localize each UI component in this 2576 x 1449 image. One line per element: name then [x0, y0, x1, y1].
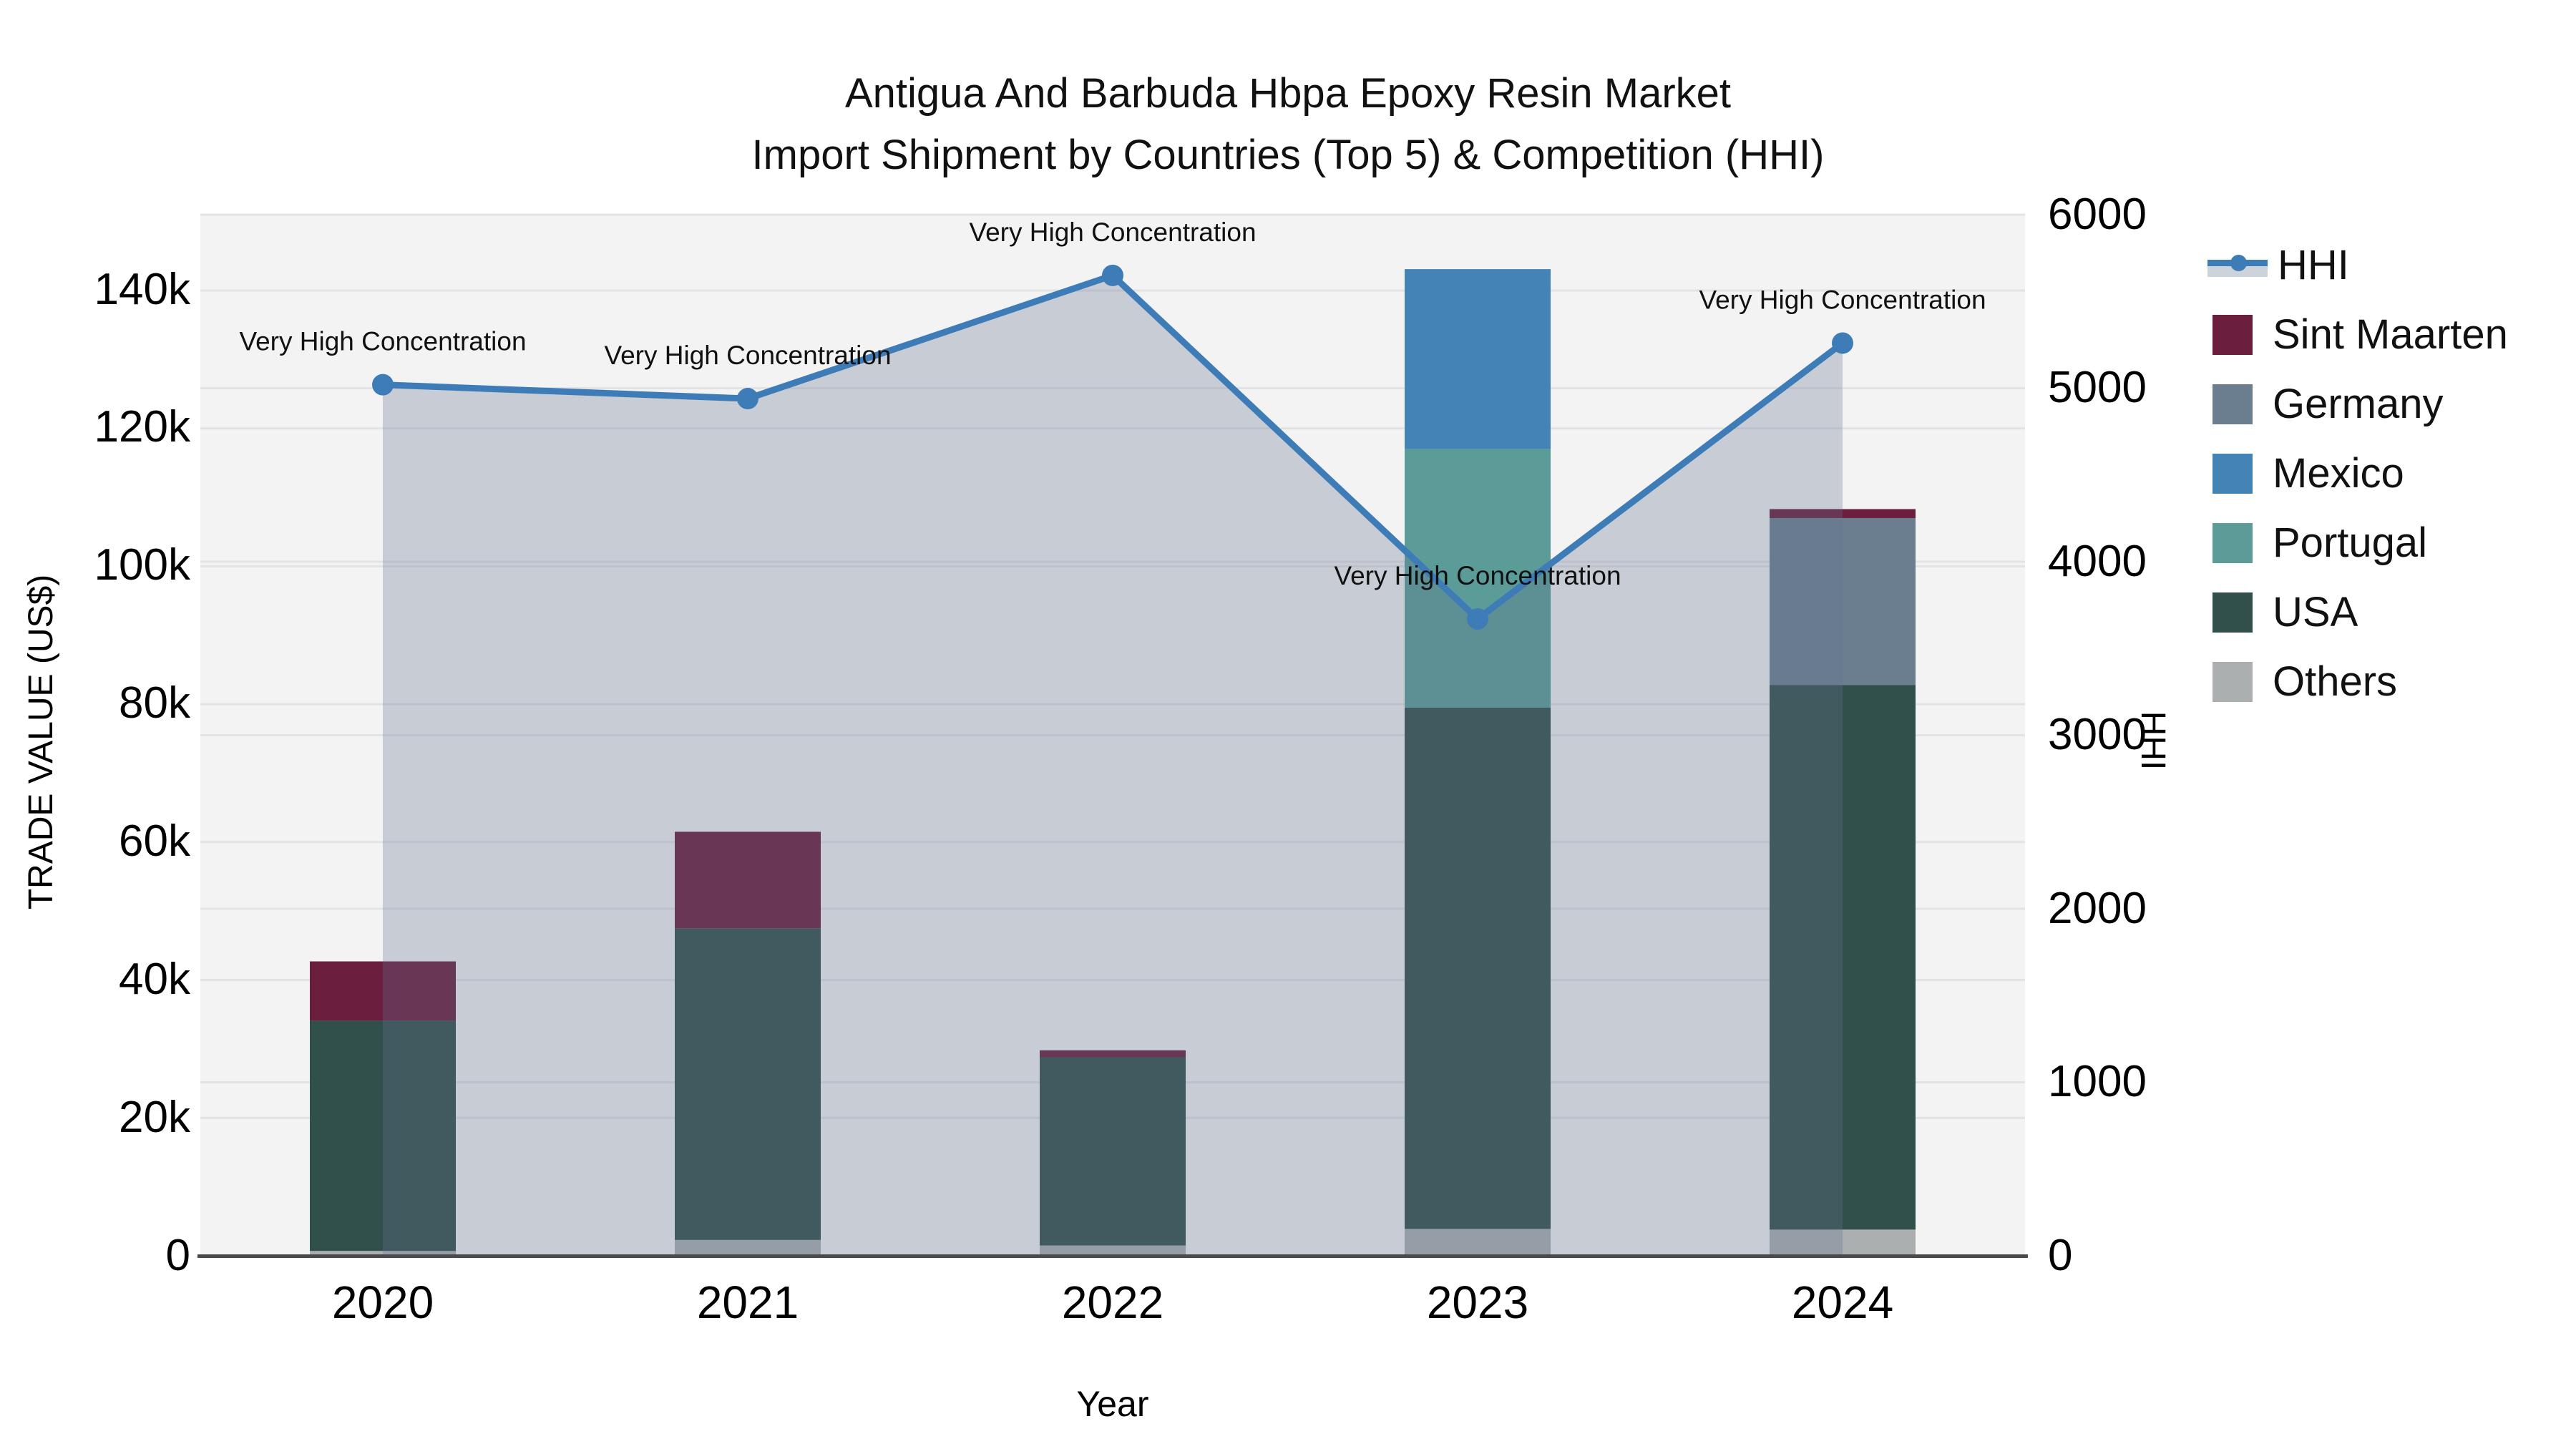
- x-tick-2020: 2020: [331, 1277, 434, 1328]
- right-tick-6000: 6000: [2048, 190, 2147, 239]
- right-tick-3000: 3000: [2048, 710, 2147, 759]
- left-tick-40k: 40k: [119, 955, 190, 1004]
- gridline-right: [200, 907, 2025, 910]
- hhi-marker-2024: [1832, 332, 1853, 354]
- bar-segment-usa-2020: [310, 1020, 456, 1252]
- portugal-swatch-icon: [2212, 522, 2253, 563]
- hhi-area-fill: [383, 275, 1843, 1256]
- gridline-right: [200, 560, 2025, 563]
- bar-segment-usa-2024: [1770, 685, 1916, 1230]
- bar-segment-others-2022: [1040, 1245, 1186, 1256]
- x-tick-2024: 2024: [1791, 1277, 1894, 1328]
- mexico-swatch-icon: [2212, 453, 2253, 494]
- left-axis-title: TRADE VALUE (US$): [22, 574, 60, 910]
- bar-segment-others-2024: [1770, 1229, 1916, 1256]
- annotation-2020: Very High Concentration: [239, 327, 526, 356]
- legend-item-others: Others: [2212, 647, 2508, 716]
- hhi-marker-2022: [1102, 264, 1123, 286]
- gridline-left: [200, 565, 2025, 567]
- legend-item-portugal: Portugal: [2212, 508, 2508, 577]
- annotation-2022: Very High Concentration: [969, 218, 1256, 247]
- legend-label-others: Others: [2273, 658, 2398, 705]
- bar-segment-sint-maarten-2022: [1040, 1050, 1186, 1058]
- bar-segment-germany-2024: [1770, 517, 1916, 686]
- x-tick-2021: 2021: [696, 1277, 799, 1328]
- x-axis-title: Year: [1076, 1384, 1149, 1424]
- gridline-left: [200, 427, 2025, 430]
- legend-label-mexico: Mexico: [2273, 450, 2404, 497]
- legend-label-hhi: HHI: [2278, 242, 2349, 288]
- hhi-marker-2023: [1467, 608, 1488, 630]
- left-tick-120k: 120k: [94, 402, 190, 452]
- usa-swatch-icon: [2212, 592, 2253, 633]
- x-tick-2023: 2023: [1426, 1277, 1529, 1328]
- gridline-right: [200, 734, 2025, 736]
- bar-segment-mexico-2023: [1405, 269, 1551, 449]
- x-tick-2022: 2022: [1061, 1277, 1164, 1328]
- left-tick-60k: 60k: [119, 816, 190, 866]
- bar-segment-usa-2021: [675, 928, 821, 1240]
- chart-title-line2: Import Shipment by Countries (Top 5) & C…: [751, 132, 1825, 178]
- bar-segment-sint-maarten-2020: [310, 961, 456, 1021]
- bar-segment-sint-maarten-2024: [1770, 509, 1916, 518]
- legend-label-germany: Germany: [2273, 381, 2444, 427]
- bar-segment-others-2021: [675, 1239, 821, 1256]
- legend-item-hhi: HHI: [2207, 230, 2508, 300]
- gridline-left: [200, 703, 2025, 706]
- left-tick-140k: 140k: [94, 265, 190, 314]
- hhi-line-swatch-icon: [2207, 245, 2268, 286]
- right-tick-5000: 5000: [2048, 363, 2147, 412]
- left-tick-80k: 80k: [119, 678, 190, 728]
- hhi-marker-dot: [2230, 254, 2247, 271]
- right-tick-4000: 4000: [2048, 537, 2147, 586]
- legend-label-portugal: Portugal: [2273, 519, 2428, 566]
- annotation-2023: Very High Concentration: [1334, 561, 1621, 590]
- bar-segment-usa-2022: [1040, 1057, 1186, 1246]
- legend: HHI Sint Maarten Germany Mexico Portugal…: [2207, 230, 2508, 716]
- right-tick-1000: 1000: [2048, 1057, 2147, 1106]
- legend-item-sint-maarten: Sint Maarten: [2212, 300, 2508, 369]
- bar-segment-sint-maarten-2021: [675, 831, 821, 929]
- left-tick-100k: 100k: [94, 540, 190, 590]
- gridline-left: [200, 841, 2025, 844]
- right-tick-0: 0: [2048, 1231, 2073, 1280]
- x-axis-spine: [197, 1254, 2028, 1258]
- left-tick-0: 0: [165, 1231, 190, 1280]
- gridline-right: [200, 213, 2025, 216]
- germany-swatch-icon: [2212, 384, 2253, 424]
- chart-title: Antigua And Barbuda Hbpa Epoxy Resin Mar…: [0, 63, 2576, 186]
- legend-item-mexico: Mexico: [2212, 439, 2508, 508]
- legend-item-usa: USA: [2212, 577, 2508, 647]
- left-tick-20k: 20k: [119, 1093, 190, 1142]
- gridline-left: [200, 289, 2025, 292]
- right-tick-2000: 2000: [2048, 884, 2147, 933]
- legend-label-usa: USA: [2273, 589, 2358, 635]
- hhi-marker-2021: [737, 388, 758, 410]
- bar-segment-others-2020: [310, 1251, 456, 1256]
- chart-title-line1: Antigua And Barbuda Hbpa Epoxy Resin Mar…: [844, 70, 1732, 117]
- sint-maarten-swatch-icon: [2212, 314, 2253, 355]
- gridline-left: [200, 979, 2025, 982]
- legend-item-germany: Germany: [2212, 369, 2508, 439]
- hhi-marker-2020: [372, 374, 394, 396]
- others-swatch-icon: [2212, 661, 2253, 702]
- annotation-2024: Very High Concentration: [1699, 285, 1986, 314]
- bar-segment-others-2023: [1405, 1229, 1551, 1256]
- bar-segment-usa-2023: [1405, 707, 1551, 1229]
- legend-label-sint-maarten: Sint Maarten: [2273, 311, 2508, 358]
- annotation-2021: Very High Concentration: [604, 341, 891, 370]
- gridline-right: [200, 387, 2025, 389]
- right-axis-title: HHI: [2134, 711, 2172, 771]
